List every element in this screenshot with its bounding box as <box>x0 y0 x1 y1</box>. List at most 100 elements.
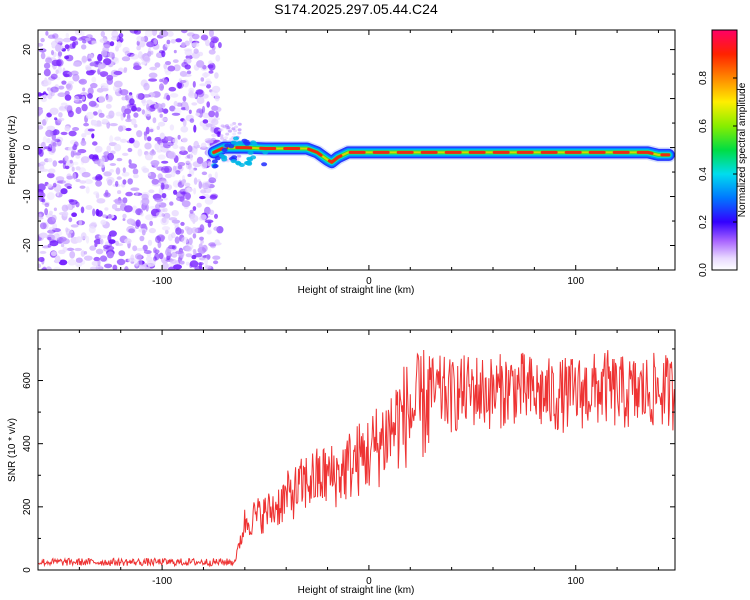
noise-speckle <box>170 39 177 44</box>
noise-speckle <box>94 242 98 248</box>
noise-speckle <box>39 222 47 230</box>
spectrogram-x-label: Height of straight line (km) <box>298 285 415 296</box>
noise-speckle <box>38 147 43 155</box>
signal-onset-blob <box>235 161 242 166</box>
noise-speckle <box>141 197 150 206</box>
noise-speckle <box>153 256 157 262</box>
noise-speckle <box>38 125 44 130</box>
noise-speckle <box>184 40 190 47</box>
noise-speckle <box>39 250 47 254</box>
noise-speckle <box>86 34 93 39</box>
noise-speckle <box>124 238 132 244</box>
noise-speckle <box>136 93 144 100</box>
noise-speckle <box>80 232 87 240</box>
spectrogram-y-tick-label: -20 <box>22 238 33 253</box>
noise-speckle <box>82 39 87 44</box>
noise-speckle <box>150 160 160 166</box>
noise-speckle <box>175 227 182 235</box>
noise-speckle <box>47 148 52 152</box>
noise-speckle <box>146 41 155 48</box>
noise-speckle <box>99 255 108 262</box>
noise-speckle <box>58 236 67 242</box>
noise-speckle <box>58 160 64 164</box>
noise-speckle <box>71 203 75 208</box>
noise-speckle <box>64 183 72 188</box>
noise-speckle <box>184 182 191 187</box>
noise-speckle <box>229 123 234 127</box>
noise-speckle <box>147 263 152 267</box>
noise-speckle <box>198 243 203 250</box>
noise-speckle <box>89 62 96 67</box>
noise-speckle <box>173 100 178 107</box>
noise-speckle <box>136 247 144 252</box>
noise-speckle <box>165 136 174 142</box>
noise-speckle <box>186 227 193 235</box>
noise-speckle <box>198 262 203 270</box>
noise-speckle <box>55 69 59 75</box>
noise-speckle <box>162 108 169 114</box>
noise-speckle <box>67 259 76 266</box>
noise-speckle <box>67 247 74 251</box>
noise-speckle <box>201 105 206 114</box>
noise-speckle <box>44 115 49 123</box>
noise-speckle <box>99 38 108 44</box>
noise-speckle <box>106 74 114 81</box>
noise-speckle <box>189 118 195 123</box>
noise-speckle <box>91 76 97 83</box>
noise-speckle <box>147 239 153 246</box>
noise-speckle <box>62 211 69 217</box>
snr-x-tick-label: 0 <box>366 576 372 587</box>
noise-speckle <box>62 37 72 43</box>
noise-speckle <box>66 186 72 189</box>
noise-speckle <box>135 191 139 196</box>
noise-speckle <box>128 137 135 144</box>
noise-speckle <box>174 236 180 244</box>
noise-speckle <box>91 133 95 139</box>
noise-speckle <box>120 113 124 121</box>
noise-speckle <box>100 156 105 164</box>
noise-speckle <box>69 36 77 42</box>
noise-speckle <box>193 48 199 54</box>
noise-speckle <box>38 48 47 53</box>
noise-speckle <box>205 140 214 144</box>
noise-speckle <box>145 126 150 135</box>
noise-speckle <box>87 58 92 62</box>
noise-speckle <box>103 192 111 198</box>
noise-speckle <box>65 83 71 89</box>
noise-speckle <box>88 40 92 45</box>
noise-speckle <box>38 43 44 47</box>
noise-speckle <box>186 32 195 37</box>
noise-speckle <box>147 136 152 142</box>
spectrogram-x-tick-label: -100 <box>152 276 172 287</box>
noise-speckle <box>118 250 126 257</box>
noise-speckle <box>71 212 77 217</box>
signal-track-peak <box>212 146 671 165</box>
noise-speckle <box>189 209 194 214</box>
noise-speckle <box>192 206 197 211</box>
spectrogram-plot-area <box>38 30 675 270</box>
noise-speckle <box>130 254 135 261</box>
noise-speckle <box>141 223 147 229</box>
noise-speckle <box>134 253 143 260</box>
noise-speckle <box>46 125 56 132</box>
noise-speckle <box>128 163 138 169</box>
noise-speckle <box>50 146 56 154</box>
noise-speckle <box>70 70 79 76</box>
noise-speckle <box>60 188 68 195</box>
noise-speckle <box>175 170 181 175</box>
noise-speckle <box>188 92 198 99</box>
noise-speckle <box>151 30 158 36</box>
noise-speckle <box>170 170 176 178</box>
noise-speckle <box>208 173 213 179</box>
noise-speckle <box>83 122 89 127</box>
noise-speckle <box>143 250 152 254</box>
noise-speckle <box>69 199 78 205</box>
noise-speckle <box>106 145 111 153</box>
noise-speckle <box>158 252 164 260</box>
noise-speckle <box>115 167 121 175</box>
noise-speckle <box>159 83 164 91</box>
noise-speckle <box>208 49 216 55</box>
noise-speckle <box>209 30 214 38</box>
noise-speckle <box>133 112 139 118</box>
